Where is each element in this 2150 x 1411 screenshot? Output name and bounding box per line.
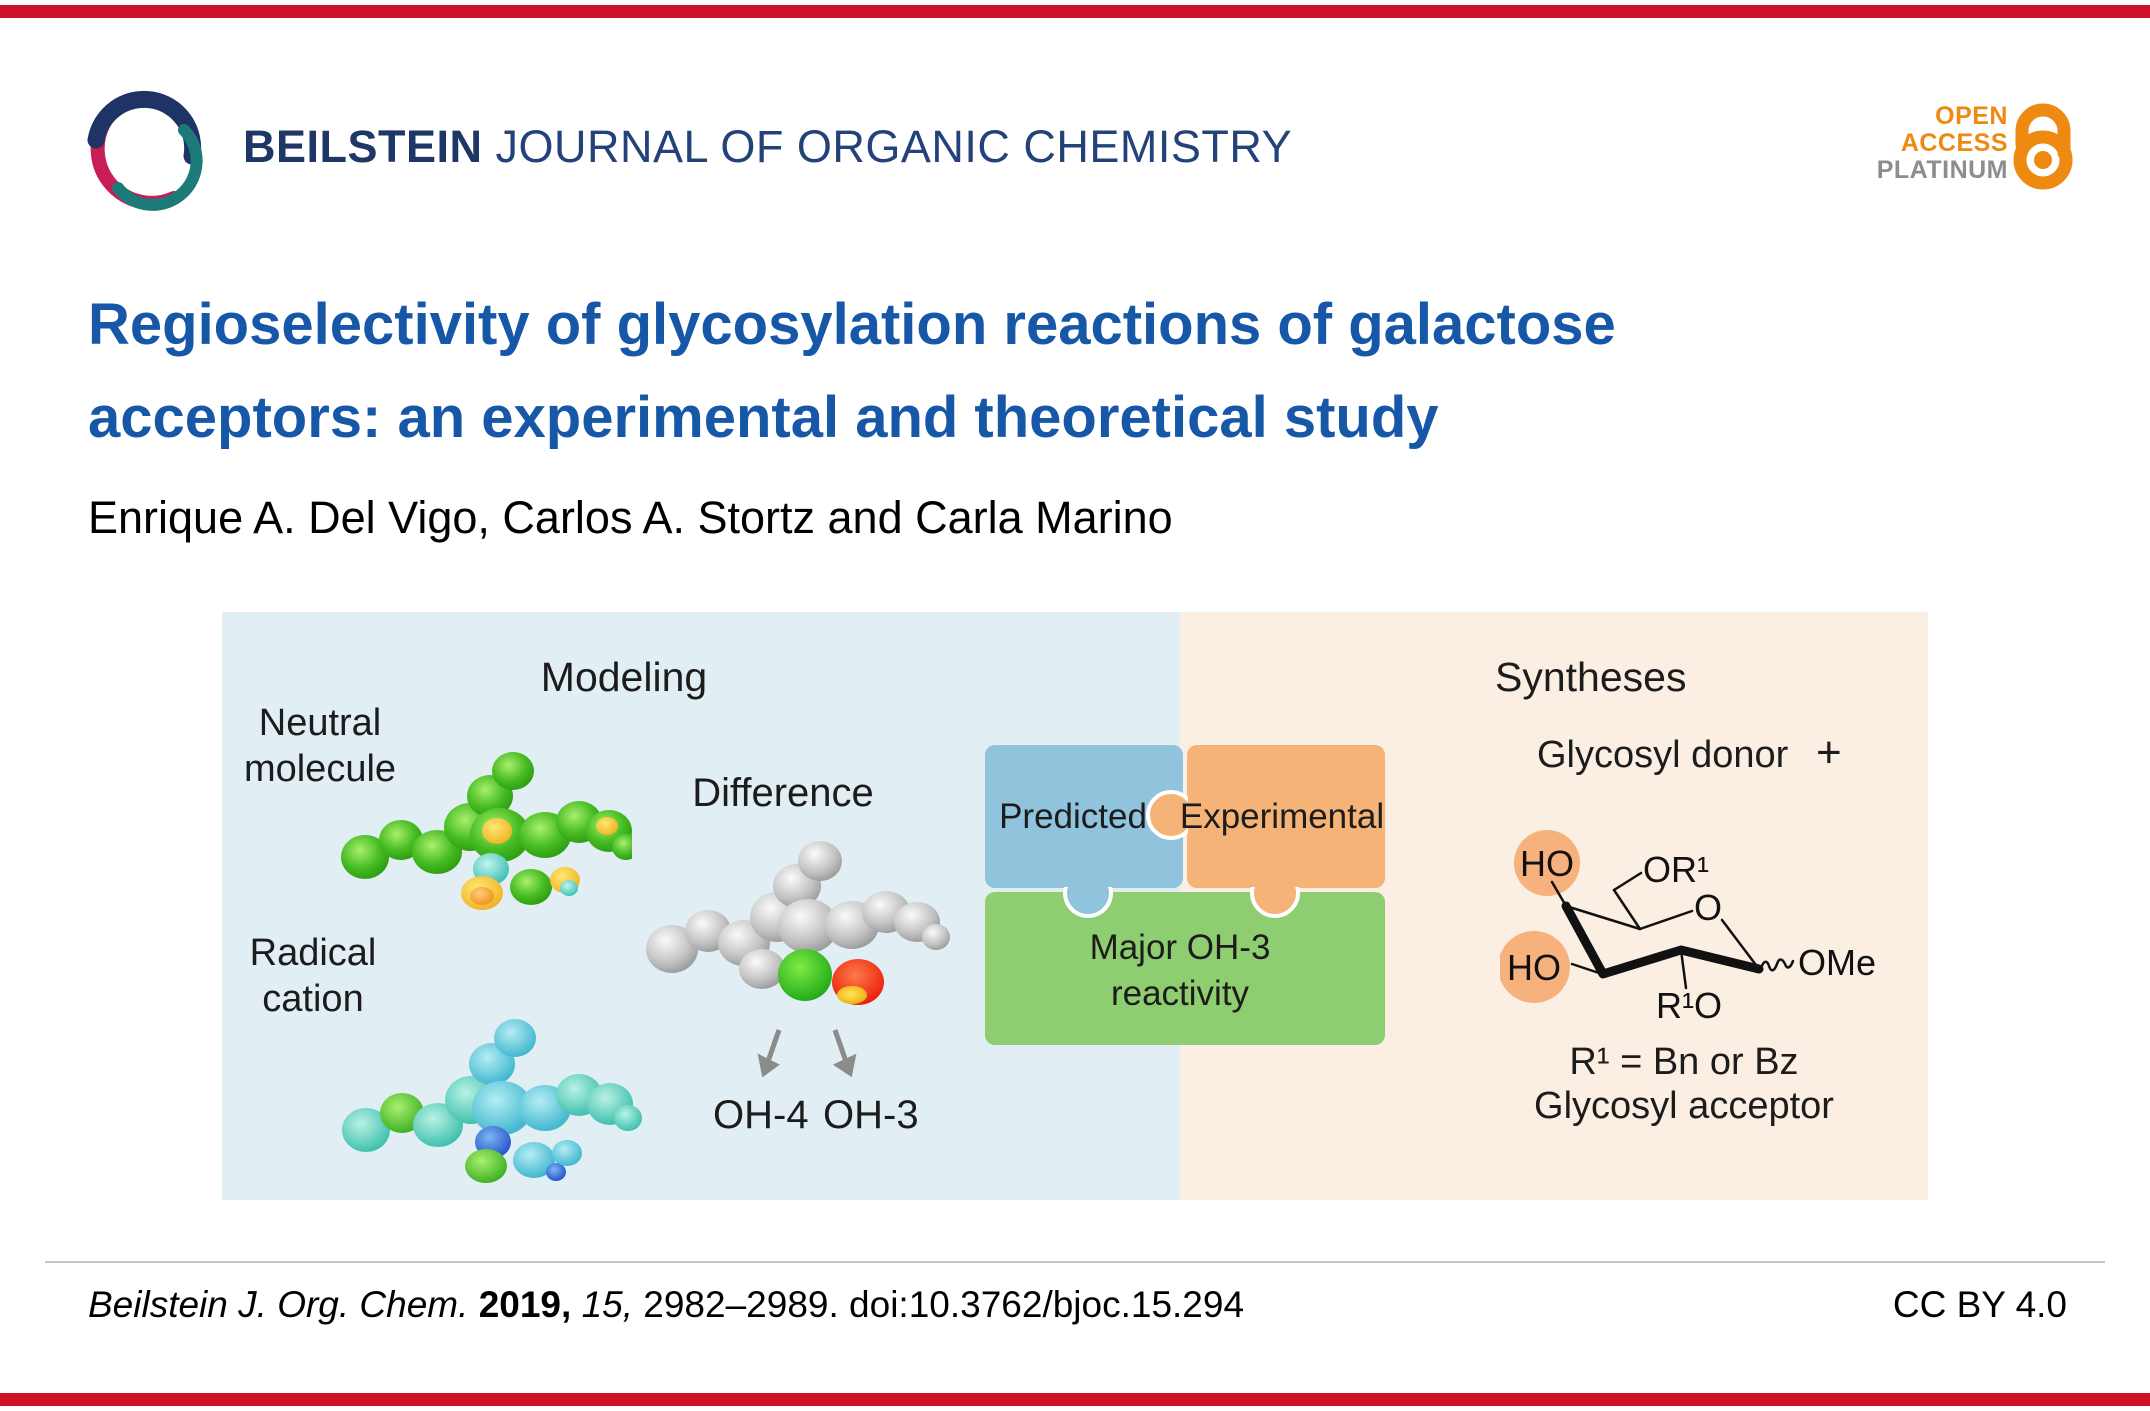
oh3-label: OH-3 [823,1093,919,1137]
ho-bottom-label: HO [1507,947,1561,988]
neutral-label-line1: Neutral [258,702,382,744]
open-access-lock-icon [2013,103,2073,190]
citation-year: 2019, [478,1284,572,1325]
experimental-label: Experimental [1180,797,1384,836]
radical-label-line1: Radical [249,932,377,974]
radical-cation-image [342,1019,642,1183]
puzzle-diagram: Predicted Experimental Major OH-3 reacti… [985,745,1385,1045]
major-reactivity-puzzle-piece [985,892,1385,1045]
neutral-molecule-image [341,752,632,910]
ring-oxygen-label: O [1694,887,1722,928]
bottom-red-bar [0,1393,2150,1406]
journal-wordmark: BEILSTEIN JOURNAL OF ORGANIC CHEMISTRY [243,121,1292,173]
article-title-line2: acceptors: an experimental and theoretic… [88,385,1439,450]
oh4-label: OH-4 [713,1093,809,1137]
syntheses-heading: Syntheses [1495,654,1687,700]
open-access-line2: ACCESS [1900,129,2008,157]
journal-name-rest: JOURNAL OF ORGANIC CHEMISTRY [482,121,1293,172]
major-reactivity-line2: reactivity [1111,974,1250,1013]
or1-label: OR¹ [1643,849,1709,890]
open-access-badge: OPEN ACCESS PLATINUM [1877,103,2008,184]
journal-name-bold: BEILSTEIN [243,121,483,172]
difference-molecule-image [646,841,950,1005]
oh3-highlight-circle [1500,931,1570,1003]
beilstein-logo-icon [87,90,203,211]
article-authors: Enrique A. Del Vigo, Carlos A. Stortz an… [88,492,1173,543]
open-access-line3: PLATINUM [1876,156,2008,184]
predicted-puzzle-piece [985,745,1183,888]
glycosyl-acceptor-label: Glycosyl acceptor [1534,1085,1834,1127]
footer-divider [45,1261,2105,1263]
ho-top-label: HO [1520,843,1574,884]
plus-sign: + [1816,728,1842,777]
predicted-label: Predicted [999,797,1147,836]
article-title: Regioselectivity of glycosylation reacti… [88,278,1616,464]
ome-label: OMe [1798,942,1876,983]
difference-label: Difference [692,771,874,815]
neutral-label-line2: molecule [243,748,397,790]
radical-label-line2: cation [262,978,364,1020]
glycosyl-donor-label: Glycosyl donor [1537,734,1789,776]
license-label: CC BY 4.0 [1892,1284,2067,1325]
experimental-puzzle-piece [1187,745,1385,888]
glycosyl-acceptor-structure: HO HO OR¹ O OMe R¹O [1500,830,1876,1026]
oh-assignment-arrows-icon [757,1029,857,1078]
open-access-line1: OPEN [1935,102,2008,130]
neutral-molecule-label: Neutral molecule [240,700,400,792]
major-reactivity-line1: Major OH-3 [1090,928,1271,967]
citation-volume: 15, [581,1284,633,1325]
oh4-highlight-circle [1514,830,1580,896]
citation-journal: Beilstein J. Org. Chem. [88,1284,469,1325]
citation: Beilstein J. Org. Chem. 2019, 15, 2982–2… [88,1284,1244,1326]
citation-pages-doi: 2982–2989. doi:10.3762/bjoc.15.294 [643,1284,1245,1325]
modeling-heading: Modeling [540,654,708,700]
article-title-line1: Regioselectivity of glycosylation reacti… [88,292,1616,357]
r1-definition: R¹ = Bn or Bz [1569,1041,1799,1083]
r1o-label: R¹O [1656,985,1722,1026]
graphical-abstract: Modeling Syntheses Neutral molecule [222,612,1928,1200]
radical-cation-label: Radical cation [233,930,393,1022]
top-red-bar [0,5,2150,18]
